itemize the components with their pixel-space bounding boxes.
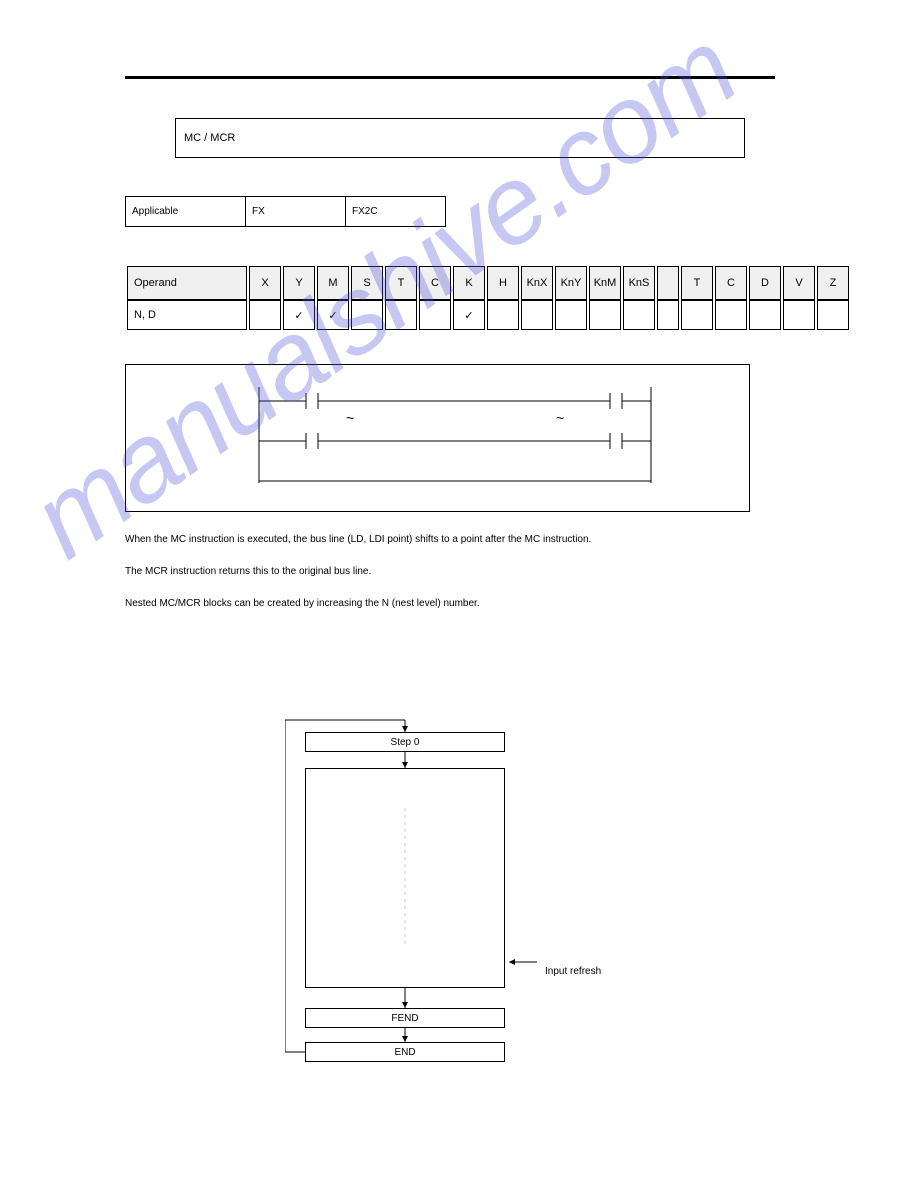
bit-data xyxy=(589,300,621,330)
bit-data xyxy=(555,300,587,330)
header-rule xyxy=(125,76,775,79)
applicable-model: FX2C xyxy=(346,197,446,227)
bit-cell: V xyxy=(783,266,815,300)
bit-cell: T xyxy=(385,266,417,300)
bits-rowheader: Operand xyxy=(127,266,247,300)
svg-text:~: ~ xyxy=(556,410,564,426)
page-root: MC / MCR Applicable FX FX2C Operand X Y … xyxy=(0,0,918,1188)
bit-data xyxy=(681,300,713,330)
bit-cell: KnX xyxy=(521,266,553,300)
svg-text:~: ~ xyxy=(346,410,354,426)
bit-data xyxy=(817,300,849,330)
bit-data xyxy=(521,300,553,330)
instruction-title-box: MC / MCR xyxy=(175,118,745,158)
bit-data xyxy=(351,300,383,330)
bit-cell: D xyxy=(749,266,781,300)
applicable-table: Applicable FX FX2C xyxy=(125,196,446,227)
description-para: The MCR instruction returns this to the … xyxy=(125,564,755,579)
instruction-name: MC / MCR xyxy=(184,132,235,144)
bit-data xyxy=(487,300,519,330)
description-para: Nested MC/MCR blocks can be created by i… xyxy=(125,596,755,611)
bit-data: ✓ xyxy=(317,300,349,330)
bit-cell: KnS xyxy=(623,266,655,300)
bits-data-row: N, D ✓ ✓ ✓ xyxy=(125,298,851,332)
bit-cell: KnY xyxy=(555,266,587,300)
applicable-label: Applicable xyxy=(126,197,246,227)
bit-cell: Y xyxy=(283,266,315,300)
bit-data xyxy=(419,300,451,330)
bit-data xyxy=(623,300,655,330)
flow-step0: Step 0 xyxy=(305,732,505,752)
bit-cell: C xyxy=(419,266,451,300)
bit-data xyxy=(749,300,781,330)
bit-data: ✓ xyxy=(453,300,485,330)
bit-cell: X xyxy=(249,266,281,300)
ladder-svg: ~ ~ xyxy=(126,365,751,513)
bit-cell: S xyxy=(351,266,383,300)
flow-body xyxy=(305,768,505,988)
bit-cell: KnM xyxy=(589,266,621,300)
bits-data-label: N, D xyxy=(127,300,247,330)
description-para: When the MC instruction is executed, the… xyxy=(125,532,755,547)
bit-data xyxy=(385,300,417,330)
bit-cell: M xyxy=(317,266,349,300)
bit-cell: H xyxy=(487,266,519,300)
bit-gap xyxy=(657,300,679,330)
flow-side-label: Input refresh xyxy=(545,966,601,977)
bits-header-row: Operand X Y M S T C K H KnX KnY KnM KnS … xyxy=(125,264,851,302)
bit-cell: T xyxy=(681,266,713,300)
flowchart: Step 0 FEND END xyxy=(285,708,565,1088)
bit-data xyxy=(715,300,747,330)
flow-end: END xyxy=(305,1042,505,1062)
applicable-model: FX xyxy=(246,197,346,227)
ladder-diagram-box: ~ ~ xyxy=(125,364,750,512)
bit-data xyxy=(783,300,815,330)
bit-gap xyxy=(657,266,679,300)
bit-cell: K xyxy=(453,266,485,300)
bit-data xyxy=(249,300,281,330)
table-row: Applicable FX FX2C xyxy=(126,197,446,227)
bit-data: ✓ xyxy=(283,300,315,330)
bit-cell: C xyxy=(715,266,747,300)
flow-fend: FEND xyxy=(305,1008,505,1028)
bit-cell: Z xyxy=(817,266,849,300)
